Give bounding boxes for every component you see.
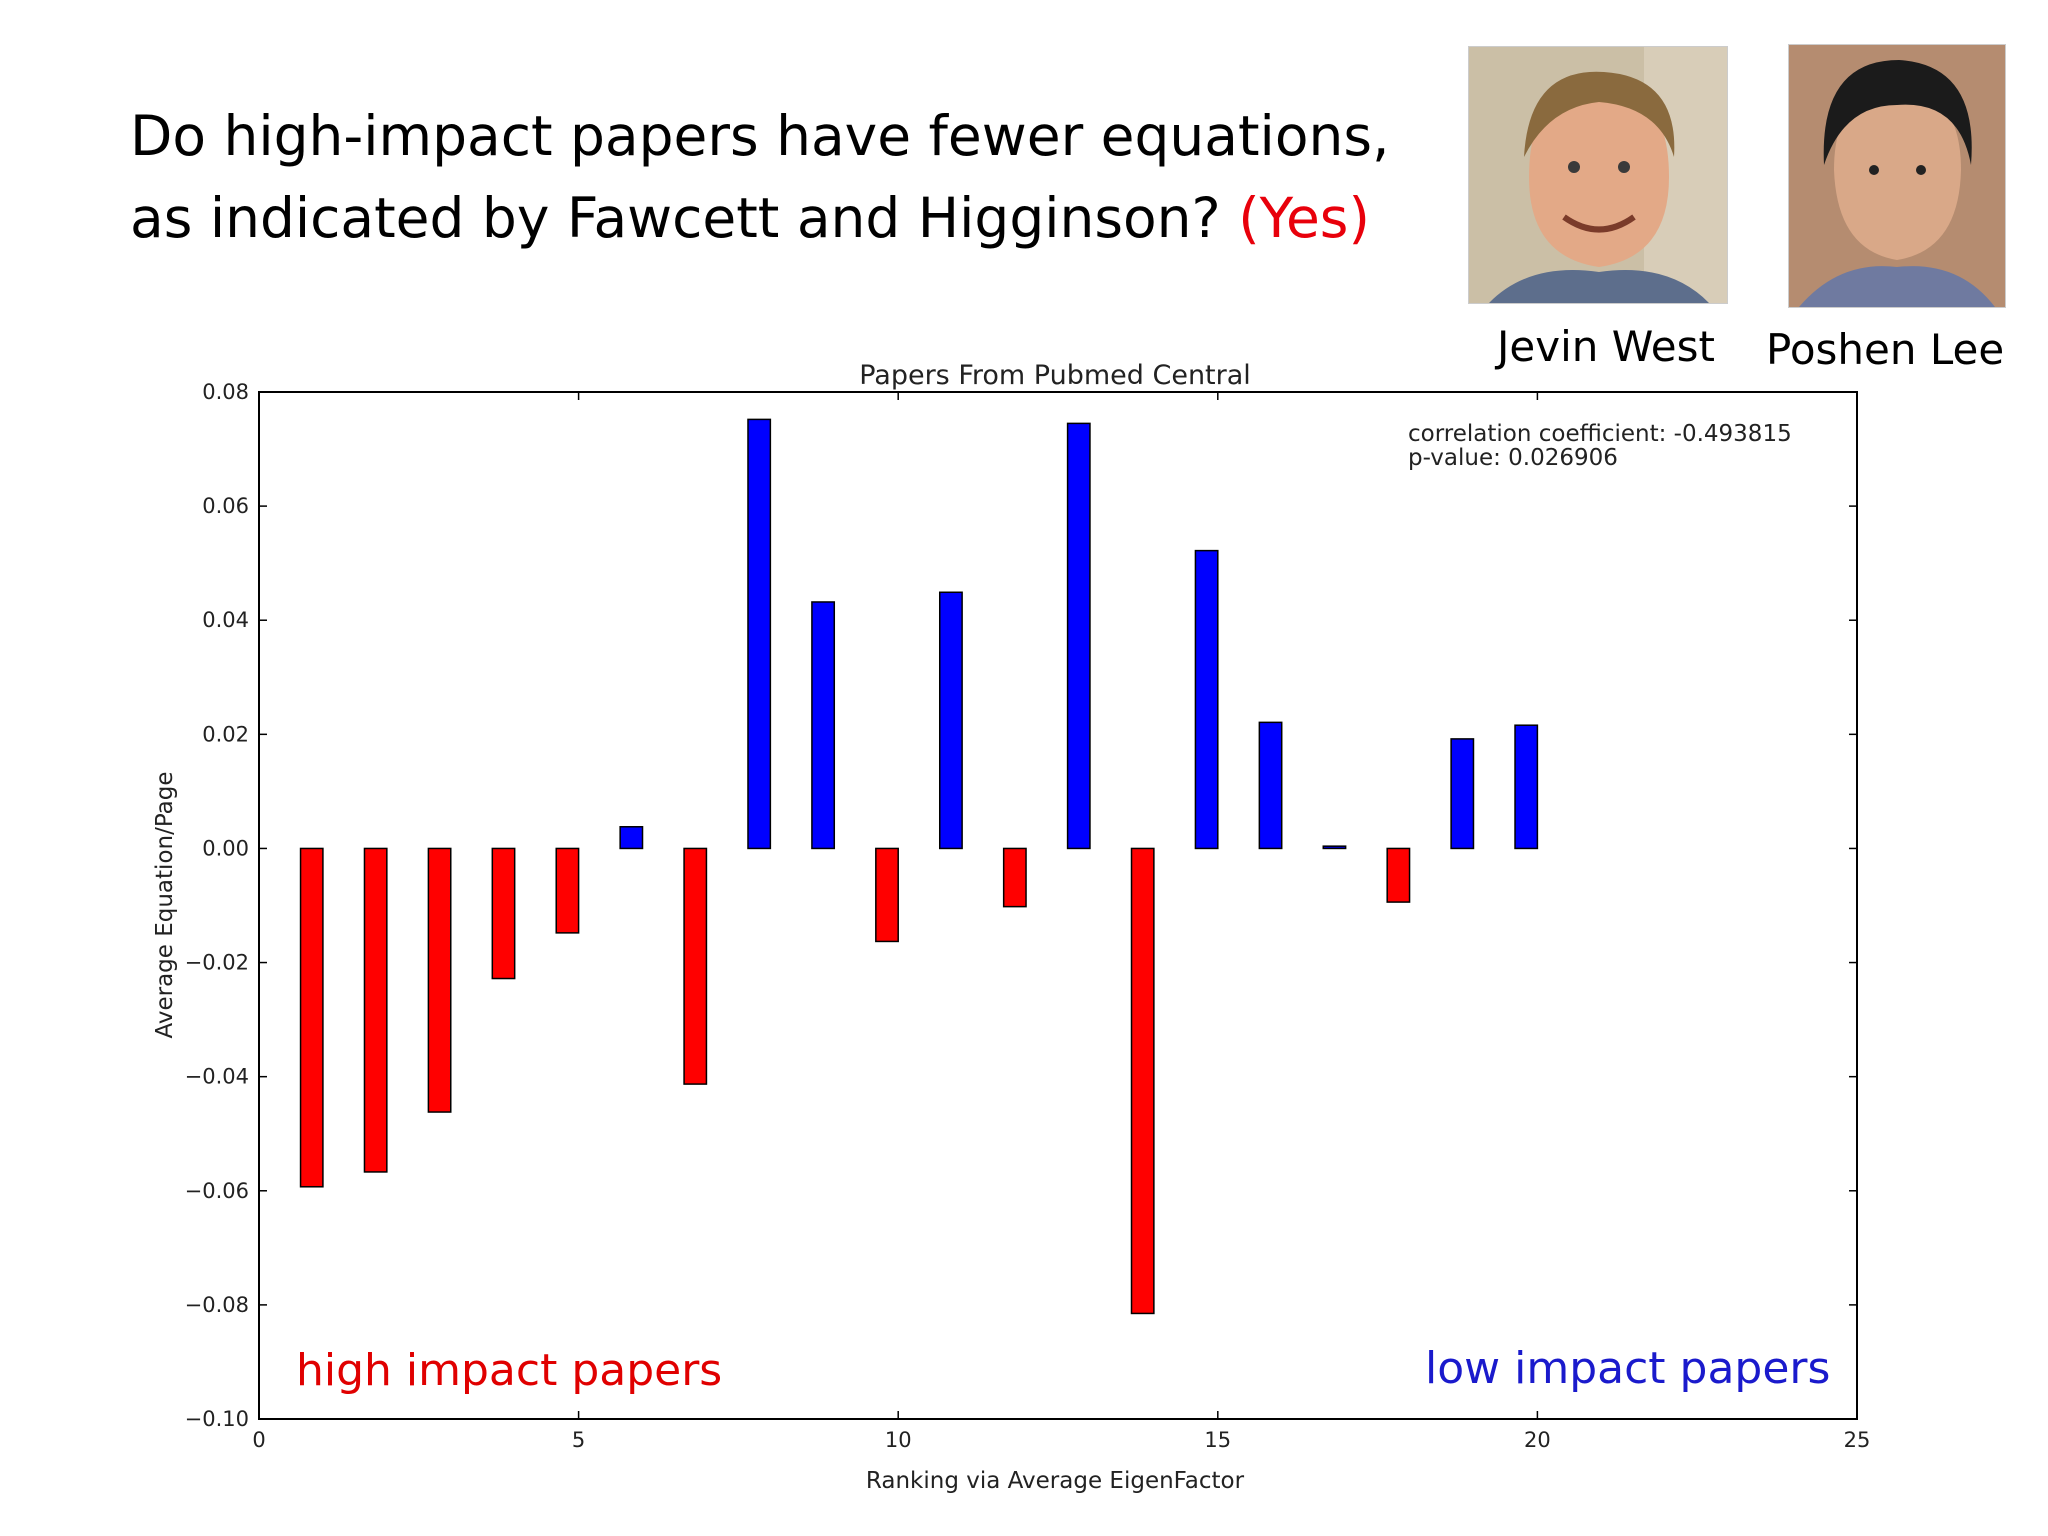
- low-impact-label: low impact papers: [1425, 1343, 1830, 1394]
- portrait-poshen-lee: [1788, 44, 2006, 308]
- y-tick-label: −0.04: [185, 1065, 249, 1089]
- correlation-annotation: correlation coefficient: -0.493815: [1408, 421, 1792, 447]
- y-tick-label: −0.06: [185, 1179, 249, 1203]
- x-tick-label: 10: [885, 1428, 912, 1452]
- high-impact-label: high impact papers: [296, 1345, 722, 1396]
- bars-group: [299, 418, 1539, 1315]
- bar-rank-13: [1066, 422, 1091, 850]
- title-line-2: as indicated by Fawcett and Higginson? (…: [130, 177, 1389, 259]
- bar-rank-10: [875, 847, 899, 943]
- caption-poshen-lee: Poshen Lee: [1766, 325, 2005, 374]
- bar-rank-1: [299, 847, 324, 1188]
- bar-rank-9: [811, 601, 836, 850]
- bar-rank-8: [747, 418, 772, 850]
- bar-rank-16: [1258, 721, 1283, 850]
- portrait-jevin-west-image: [1469, 47, 1727, 303]
- x-tick-label: 0: [252, 1428, 265, 1452]
- y-tick-label: 0.04: [202, 608, 249, 632]
- y-tick-label: −0.02: [185, 951, 249, 975]
- title-accent-yes: (Yes): [1238, 186, 1370, 250]
- title-line-1: Do high-impact papers have fewer equatio…: [130, 104, 1390, 168]
- y-tick-label: 0.00: [202, 836, 249, 860]
- bar-rank-15: [1194, 549, 1219, 850]
- bar-rank-3: [427, 847, 452, 1113]
- y-axis-title: Average Equation/Page: [152, 771, 178, 1038]
- bar-rank-14: [1130, 847, 1155, 1315]
- y-tick-label: −0.10: [185, 1407, 249, 1431]
- bar-rank-2: [363, 847, 388, 1173]
- bar-rank-17: [1322, 845, 1347, 850]
- title-line-2-text: as indicated by Fawcett and Higginson?: [130, 186, 1239, 250]
- bar-rank-19: [1450, 738, 1475, 850]
- bar-rank-4: [491, 847, 516, 980]
- y-tick-label: 0.08: [202, 380, 249, 404]
- x-tick-label: 15: [1204, 1428, 1231, 1452]
- x-tick-label: 25: [1844, 1428, 1871, 1452]
- bar-rank-11: [938, 591, 963, 850]
- p-value-annotation: p-value: 0.026906: [1408, 445, 1618, 471]
- bar-rank-12: [1002, 847, 1027, 908]
- y-axis-ticks: 0.08 0.06 0.04 0.02 0.00 −0.02 −0.04 −0.06 −0.08…: [185, 380, 1857, 1431]
- bar-rank-18: [1386, 847, 1411, 903]
- y-tick-label: 0.02: [202, 722, 249, 746]
- bar-rank-6: [619, 826, 644, 850]
- caption-jevin-west: Jevin West: [1497, 322, 1715, 371]
- y-tick-label: −0.08: [185, 1293, 249, 1317]
- y-tick-label: 0.06: [202, 494, 249, 518]
- bar-rank-5: [555, 847, 580, 934]
- plot-frame: [258, 391, 1858, 1420]
- bar-rank-7: [683, 847, 708, 1085]
- x-axis-title: Ranking via Average EigenFactor: [866, 1468, 1245, 1494]
- x-tick-label: 20: [1524, 1428, 1551, 1452]
- portrait-jevin-west: [1468, 46, 1728, 304]
- bar-rank-20: [1514, 724, 1539, 850]
- x-tick-label: 5: [572, 1428, 585, 1452]
- x-axis-ticks: 0 5 10 15 20 25: [252, 392, 1870, 1452]
- slide-title: Do high-impact papers have fewer equatio…: [130, 95, 1389, 259]
- chart-title: Papers From Pubmed Central: [859, 360, 1251, 391]
- portrait-poshen-lee-image: [1789, 45, 2005, 307]
